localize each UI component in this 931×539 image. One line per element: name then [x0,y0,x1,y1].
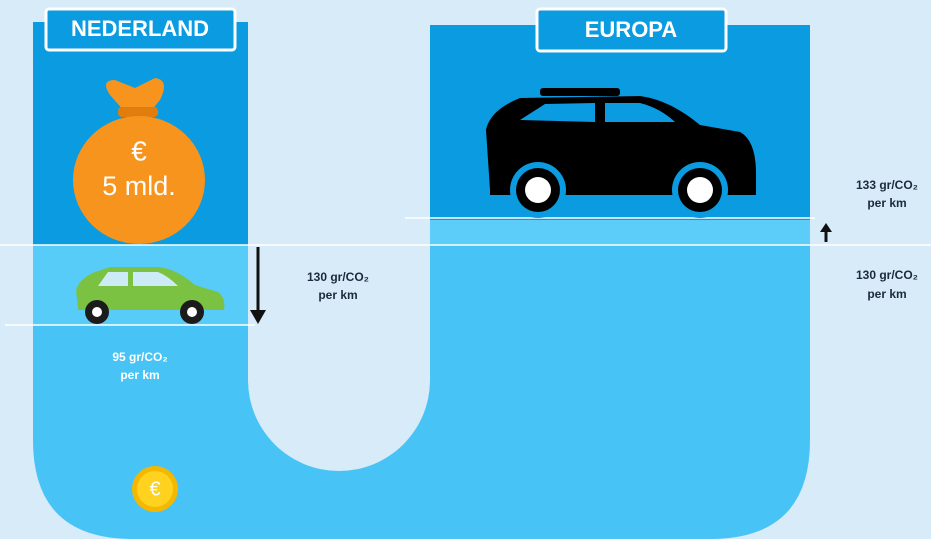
money-bag [73,78,205,244]
label: per km [318,288,357,302]
header-title: EUROPA [585,17,678,42]
bag-amount: 5 mld. [102,171,176,201]
header-box [44,7,237,52]
coin-symbol: € [149,478,160,500]
down-arrow [250,247,266,324]
coin [132,466,178,512]
header-title: NEDERLAND [71,16,209,41]
label: 130 gr/CO₂ [307,270,369,284]
green-car [76,267,225,324]
label: 95 gr/CO₂ [112,350,167,364]
label: per km [867,196,906,210]
black-car [486,88,756,218]
label: 133 gr/CO₂ [856,178,918,192]
label: 130 gr/CO₂ [856,268,918,282]
bag-symbol: € [131,135,147,166]
up-arrow [820,223,832,242]
right-band [430,220,810,245]
header-box [535,7,728,53]
label: per km [120,368,159,382]
label: per km [867,287,906,301]
